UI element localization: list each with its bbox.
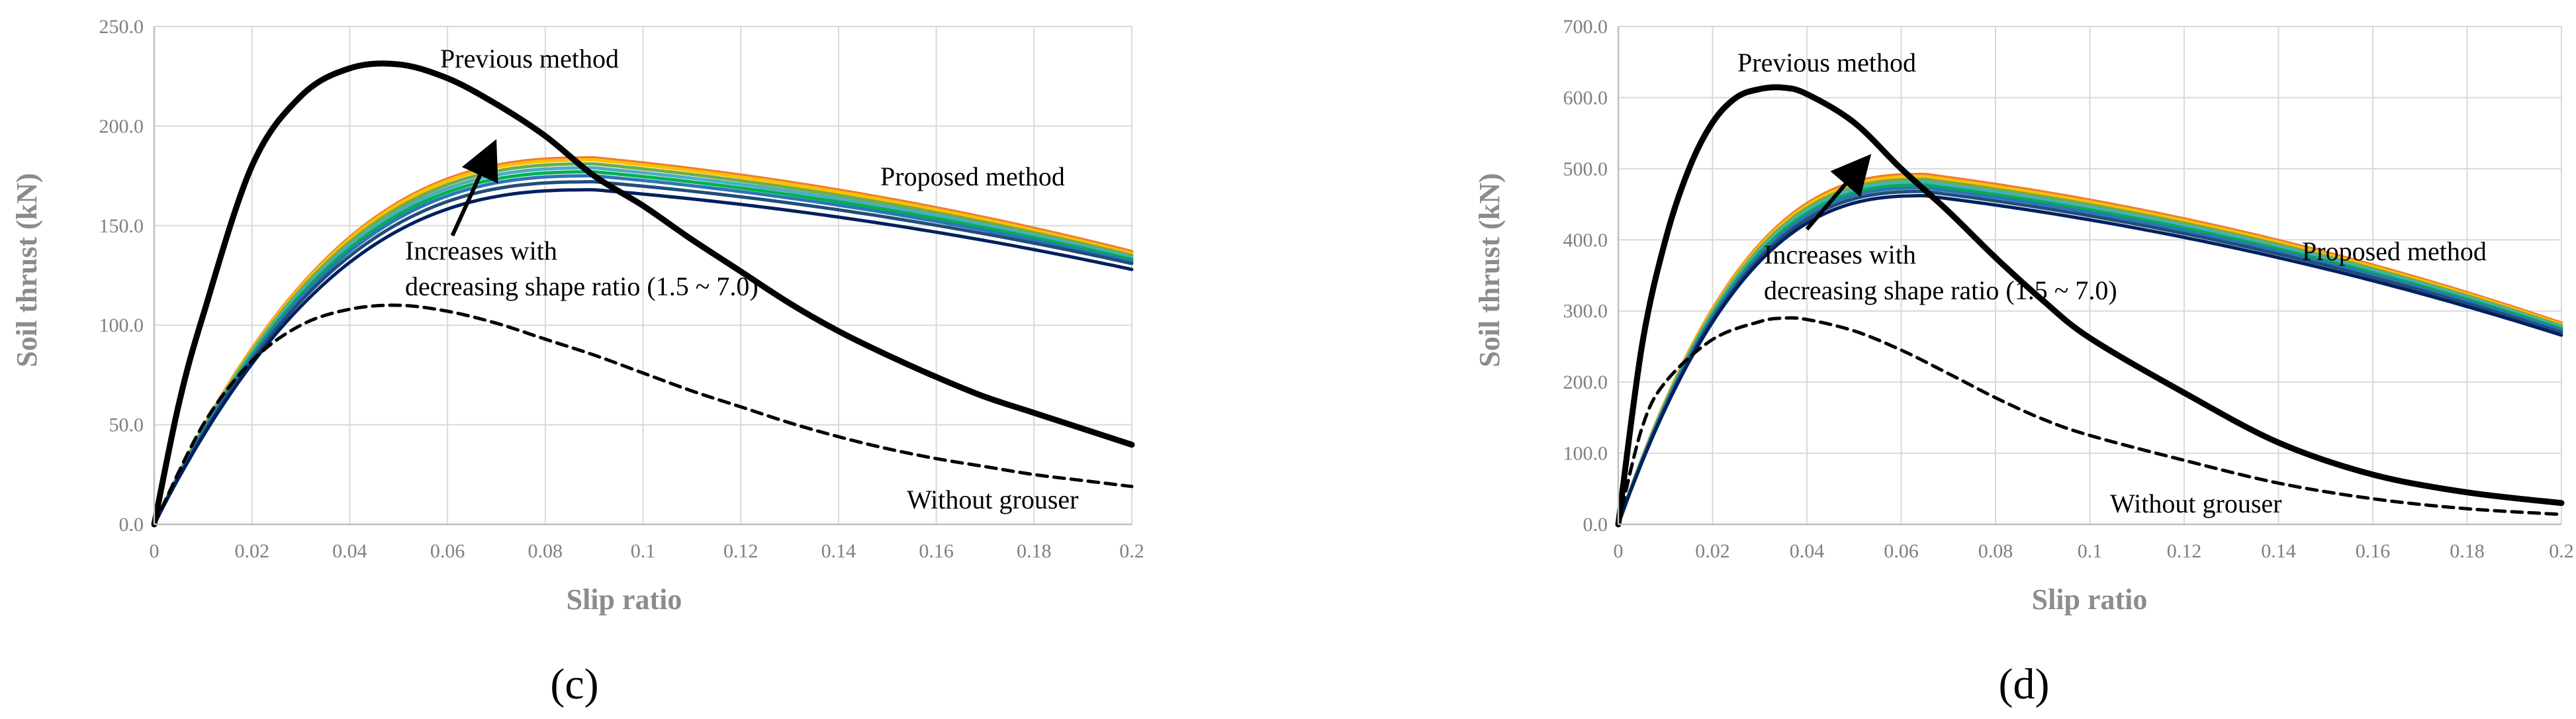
proposed-method-line-1 [152, 188, 1134, 526]
x-axis-title-d: Slip ratio [2032, 583, 2148, 616]
y-tick-label: 600.0 [1563, 87, 1608, 109]
annotation-increases-line1-d: Increases with [1764, 240, 1916, 269]
previous-method-line [1615, 84, 2565, 528]
annotation-increases-line2-d: decreasing shape ratio (1.5 ~ 7.0) [1764, 275, 2117, 305]
x-tick-label: 0.14 [821, 540, 856, 562]
y-tick-label: 300.0 [1563, 301, 1608, 322]
series-group-c [151, 60, 1135, 528]
y-tick-label: 100.0 [1563, 443, 1608, 465]
proposed-method-line-5 [152, 166, 1134, 526]
y-axis-title-c: Soil thrust (kN) [11, 173, 43, 367]
y-tick-label: 700.0 [1563, 16, 1608, 38]
x-tick-label: 0.08 [528, 540, 563, 562]
annotation-increases-line1-c: Increases with [405, 236, 557, 265]
proposed-method-line-3 [152, 173, 1134, 526]
proposed-method-line-4 [1616, 183, 2563, 526]
annotation-previous-method-d: Previous method [1737, 48, 1916, 77]
y-tick-label: 0.0 [1583, 514, 1608, 536]
proposed-method-line-7 [152, 158, 1134, 526]
gridlines-c [154, 26, 1132, 524]
x-tick-label: 0.14 [2261, 540, 2296, 562]
panel-label-c: (c) [550, 660, 598, 708]
x-tick-label: 0.2 [1119, 540, 1144, 562]
x-tick-label: 0 [1614, 540, 1624, 562]
axes-d [1617, 26, 2561, 526]
proposed-method-line-4 [152, 169, 1134, 526]
proposed-method-line-2 [152, 180, 1134, 526]
x-tick-label: 0.06 [1884, 540, 1919, 562]
y-tick-label: 0.0 [119, 514, 144, 536]
y-tick-label: 400.0 [1563, 229, 1608, 251]
proposed-method-line-7 [1616, 175, 2563, 526]
series-group-d [1615, 84, 2565, 528]
y-tick-label: 100.0 [99, 314, 144, 336]
x-tick-label: 0.1 [2078, 540, 2103, 562]
x-tick-label: 0.04 [332, 540, 367, 562]
increase-arrow-d [1805, 154, 1872, 231]
x-axis-title-c: Slip ratio [567, 583, 682, 616]
y-tick-label: 200.0 [1563, 371, 1608, 393]
chart-panel-d: 0.0 100.0 200.0 300.0 400.0 500.0 600.0 700.0 0… [1473, 16, 2574, 708]
y-axis-title-d: Soil thrust (kN) [1473, 173, 1506, 367]
increase-arrow-c [450, 139, 498, 237]
x-tick-label: 0.08 [1978, 540, 2013, 562]
gridlines-d [1618, 26, 2562, 524]
x-tick-label: 0.04 [1790, 540, 1825, 562]
x-tick-label: 0.06 [430, 540, 465, 562]
x-tick-labels-d: 0 0.02 0.04 0.06 0.08 0.1 0.12 0.14 0.16 0.18 0.2 [1614, 540, 2574, 562]
y-tick-label: 200.0 [99, 115, 144, 137]
y-tick-labels-c: 0.0 50.0 100.0 150.0 200.0 250.0 [99, 16, 144, 536]
y-tick-labels-d: 0.0 100.0 200.0 300.0 400.0 500.0 600.0 700.0 [1563, 16, 1608, 536]
chart-panel-c: 0.0 50.0 100.0 150.0 200.0 250.0 0 0.02 0.04 0.0… [11, 16, 1144, 708]
x-tick-label: 0.12 [2167, 540, 2202, 562]
proposed-method-line-2 [1616, 189, 2563, 526]
annotation-without-grouser-d: Without grouser [2110, 489, 2281, 518]
x-tick-label: 0.12 [723, 540, 759, 562]
proposed-method-line-6 [152, 162, 1134, 526]
y-tick-label: 500.0 [1563, 158, 1608, 180]
x-tick-label: 0.16 [919, 540, 954, 562]
proposed-method-line-1 [1616, 194, 2563, 526]
annotation-increases-line2-c: decreasing shape ratio (1.5 ~ 7.0) [405, 271, 759, 301]
without-grouser-line [152, 303, 1134, 526]
proposed-method-line-3 [1616, 186, 2563, 526]
y-tick-label: 150.0 [99, 215, 144, 237]
annotation-proposed-method-d: Proposed method [2302, 236, 2487, 266]
without-grouser-line [1616, 316, 2563, 526]
axes-c [153, 26, 1132, 526]
x-tick-label: 0.16 [2356, 540, 2391, 562]
annotation-previous-method-c: Previous method [440, 44, 619, 73]
proposed-method-line-5 [1616, 180, 2563, 526]
x-tick-label: 0.02 [234, 540, 269, 562]
x-tick-label: 0.02 [1695, 540, 1730, 562]
x-tick-label: 0 [150, 540, 160, 562]
annotation-proposed-method-c: Proposed method [880, 162, 1065, 191]
proposed-method-line-6 [1616, 177, 2563, 526]
x-tick-labels-c: 0 0.02 0.04 0.06 0.08 0.1 0.12 0.14 0.16 0.18 0.2 [150, 540, 1144, 562]
x-tick-label: 0.2 [2549, 540, 2574, 562]
x-tick-label: 0.18 [1017, 540, 1052, 562]
y-tick-label: 50.0 [109, 414, 144, 436]
x-tick-label: 0.1 [631, 540, 656, 562]
annotation-without-grouser-c: Without grouser [907, 485, 1078, 514]
previous-method-line [151, 60, 1135, 528]
y-tick-label: 250.0 [99, 16, 144, 38]
x-tick-label: 0.18 [2450, 540, 2485, 562]
panel-label-d: (d) [1999, 660, 2050, 708]
